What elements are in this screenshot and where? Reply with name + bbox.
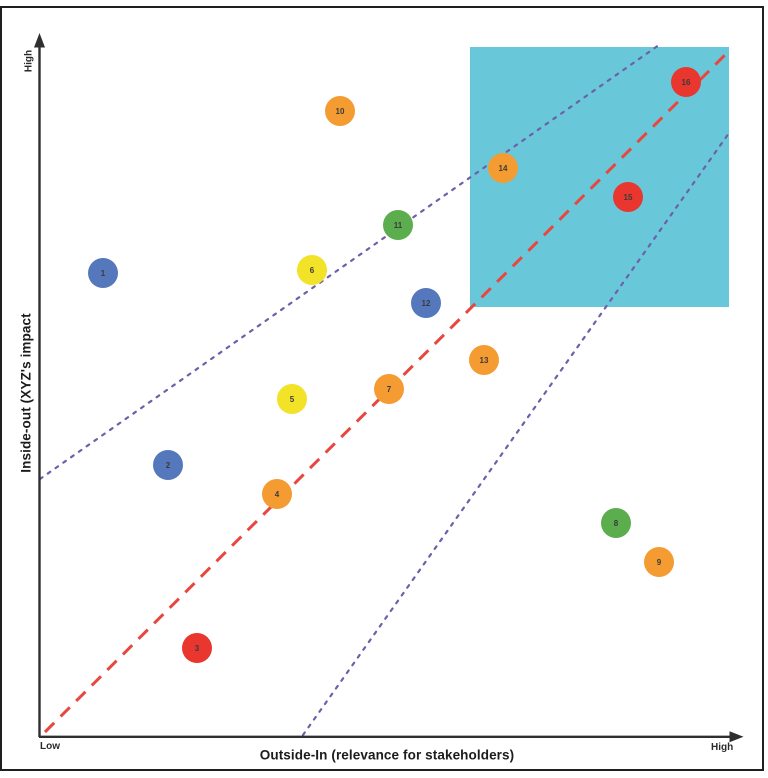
data-point-circle (88, 258, 118, 288)
data-point-circle (383, 210, 413, 240)
data-point-circle (182, 633, 212, 663)
upper-dotted-line (38, 43, 661, 481)
x-axis-high-tick: High (711, 742, 734, 753)
y-axis-title: Inside-out (XYZ's impact (18, 313, 34, 473)
data-point-label: 4 (275, 490, 280, 499)
data-point-circle (277, 384, 307, 414)
data-point-circle (488, 153, 518, 183)
axes (34, 33, 744, 743)
data-point-circle (411, 288, 441, 318)
data-point-14: 14 (488, 153, 518, 183)
data-point-7: 7 (374, 374, 404, 404)
x-axis-arrow-icon (729, 731, 744, 743)
data-point-3: 3 (182, 633, 212, 663)
data-point-12: 12 (411, 288, 441, 318)
data-point-circle (613, 182, 643, 212)
data-point-label: 7 (387, 385, 392, 394)
data-point-9: 9 (644, 547, 674, 577)
data-point-15: 15 (613, 182, 643, 212)
data-point-6: 6 (297, 255, 327, 285)
data-point-label: 1 (101, 269, 106, 278)
x-axis-title: Outside-In (relevance for stakeholders) (259, 747, 515, 763)
y-axis-high-tick: High (23, 49, 35, 73)
lower-dotted-line (301, 131, 731, 737)
data-point-8: 8 (601, 508, 631, 538)
data-point-label: 3 (195, 644, 200, 653)
data-point-circle (374, 374, 404, 404)
data-point-circle (469, 345, 499, 375)
data-point-circle (601, 508, 631, 538)
data-point-label: 16 (682, 78, 691, 87)
data-point-circle (297, 255, 327, 285)
data-point-2: 2 (153, 450, 183, 480)
data-point-circle (671, 67, 701, 97)
data-point-circle (262, 479, 292, 509)
data-point-label: 13 (480, 356, 489, 365)
data-point-13: 13 (469, 345, 499, 375)
data-point-label: 5 (290, 395, 295, 404)
data-point-label: 12 (422, 299, 431, 308)
data-point-4: 4 (262, 479, 292, 509)
data-point-label: 9 (657, 558, 662, 567)
data-point-11: 11 (383, 210, 413, 240)
data-point-label: 14 (499, 164, 508, 173)
data-point-10: 10 (325, 96, 355, 126)
data-point-label: 8 (614, 519, 619, 528)
data-point-circle (325, 96, 355, 126)
data-point-circle (153, 450, 183, 480)
data-point-label: 6 (310, 266, 315, 275)
data-point-1: 1 (88, 258, 118, 288)
data-point-label: 2 (166, 461, 171, 470)
y-axis-arrow-icon (34, 33, 45, 48)
data-point-label: 11 (394, 221, 403, 230)
data-point-label: 15 (624, 193, 633, 202)
data-point-label: 10 (336, 107, 345, 116)
x-axis-low-tick: Low (40, 741, 60, 752)
data-point-16: 16 (671, 67, 701, 97)
data-point-circle (644, 547, 674, 577)
data-point-5: 5 (277, 384, 307, 414)
